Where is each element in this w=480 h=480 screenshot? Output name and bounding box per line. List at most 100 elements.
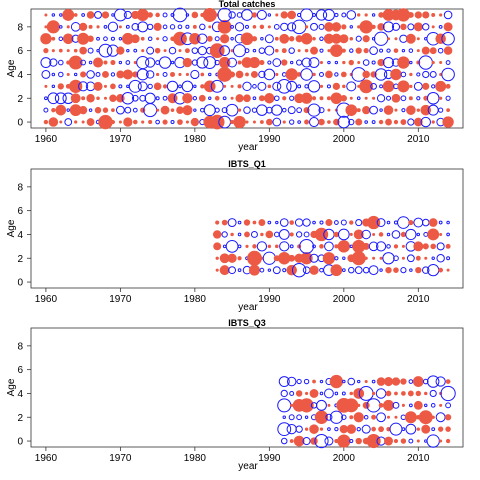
bubble-negative <box>422 23 430 31</box>
bubble-positive <box>87 35 94 42</box>
bubble-positive <box>141 120 145 124</box>
bubble-negative <box>322 8 335 21</box>
bubble-positive <box>367 215 381 230</box>
bubble-negative <box>371 120 376 125</box>
bubble-positive <box>439 61 443 65</box>
bubble-positive <box>162 119 168 125</box>
bubble-negative <box>289 244 294 249</box>
bubble-negative <box>168 46 177 55</box>
bubble-positive <box>329 44 343 58</box>
bubble-positive <box>424 256 428 260</box>
bubble-positive <box>209 114 225 130</box>
bubble-negative <box>426 91 440 105</box>
bubble-positive <box>248 56 261 69</box>
bubble-positive <box>359 79 374 94</box>
bubble-positive <box>295 390 303 397</box>
bubble-positive <box>322 252 336 265</box>
bubble-positive <box>394 391 398 396</box>
bubble-negative <box>118 37 123 41</box>
bubble-positive <box>258 219 266 226</box>
bubble-positive <box>304 427 309 431</box>
bubble-positive <box>206 35 213 42</box>
bubble-positive <box>301 92 313 104</box>
bubble-positive <box>372 96 376 100</box>
bubble-negative <box>116 105 125 115</box>
bubble-positive <box>415 390 422 397</box>
bubble-negative <box>368 265 379 276</box>
bubble-negative <box>408 379 414 384</box>
bubble-negative <box>230 37 234 41</box>
bubble-negative <box>297 84 302 89</box>
bubble-positive <box>318 118 325 126</box>
bubble-positive <box>247 250 262 266</box>
bubble-positive <box>385 390 392 397</box>
bubble-negative <box>304 415 309 419</box>
bubble-negative <box>111 13 115 17</box>
bubble-positive <box>337 240 351 253</box>
bubble-positive <box>237 108 242 112</box>
bubble-positive <box>393 267 399 273</box>
bubble-positive <box>404 411 417 424</box>
bubble-negative <box>405 423 417 435</box>
bubble-positive <box>379 256 383 260</box>
bubble-positive <box>55 104 67 116</box>
bubble-negative <box>193 84 197 89</box>
bubble-positive <box>118 120 122 124</box>
bubble-positive <box>110 119 116 125</box>
bubble-positive <box>77 32 90 45</box>
bubble-negative <box>280 389 288 398</box>
bubble-positive <box>281 48 287 54</box>
chart-title: IBTS_Q1 <box>228 159 266 169</box>
bubble-positive <box>182 93 193 104</box>
bubble-positive <box>289 220 295 225</box>
bubble-negative <box>355 218 363 227</box>
bubble-positive <box>96 25 100 29</box>
bubble-negative <box>327 60 331 65</box>
bubble-positive <box>290 403 294 407</box>
bubble-negative <box>301 57 312 68</box>
bubble-negative <box>303 231 310 238</box>
bubble-negative <box>314 433 329 449</box>
bubble-positive <box>198 94 206 102</box>
bubble-positive <box>46 20 60 34</box>
bubble-positive <box>428 218 438 227</box>
bubble-positive <box>427 228 440 241</box>
bubble-negative <box>203 56 217 69</box>
bubble-negative <box>315 9 328 21</box>
bubble-positive <box>429 47 437 55</box>
bubble-positive <box>200 72 205 77</box>
bubble-negative <box>401 427 406 432</box>
bubble-positive <box>215 256 219 260</box>
bubble-negative <box>356 96 361 101</box>
bubble-positive <box>116 46 125 55</box>
bubble-positive <box>184 48 190 54</box>
bubble-negative <box>95 71 101 77</box>
bubble-positive <box>408 96 413 101</box>
bubble-positive <box>103 60 108 65</box>
bubble-positive <box>178 72 182 77</box>
bubble-negative <box>431 256 435 260</box>
bubble-negative <box>162 24 168 30</box>
bubble-negative <box>438 24 443 29</box>
bubble-negative <box>169 24 176 30</box>
bubble-positive <box>325 70 333 79</box>
bubble-negative <box>230 24 234 29</box>
bubble-negative <box>146 46 155 55</box>
bubble-negative <box>407 23 415 31</box>
bubble-positive <box>430 243 436 250</box>
bubble-negative <box>170 12 175 17</box>
bubble-negative <box>441 67 455 82</box>
bubble-negative <box>329 410 343 424</box>
bubble-negative <box>304 84 309 89</box>
bubble-positive <box>407 11 414 18</box>
bubble-negative <box>391 230 401 239</box>
bubble-positive <box>393 438 399 444</box>
bubble-positive <box>351 251 366 266</box>
bubble-negative <box>66 108 70 112</box>
bubble-positive <box>327 403 331 407</box>
bubble-positive <box>387 37 391 41</box>
bubble-negative <box>257 81 267 91</box>
bubble-negative <box>337 115 351 129</box>
bubble-positive <box>310 437 318 445</box>
bubble-positive <box>413 22 423 32</box>
